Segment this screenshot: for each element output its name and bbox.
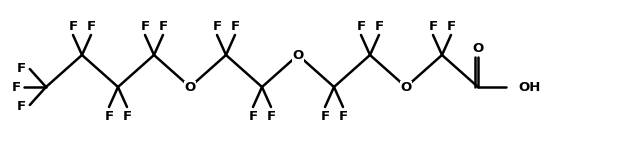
Text: O: O [401, 81, 412, 93]
Text: OH: OH [518, 81, 540, 93]
Text: F: F [17, 100, 26, 112]
Text: O: O [292, 49, 303, 61]
Text: F: F [447, 19, 456, 33]
Text: F: F [17, 61, 26, 75]
Text: F: F [266, 109, 276, 123]
Text: F: F [212, 19, 221, 33]
Text: F: F [104, 109, 113, 123]
Text: F: F [356, 19, 365, 33]
Text: F: F [248, 109, 257, 123]
Text: F: F [86, 19, 95, 33]
Text: F: F [140, 19, 150, 33]
Text: O: O [472, 41, 484, 55]
Text: O: O [184, 81, 196, 93]
Text: F: F [159, 19, 168, 33]
Text: F: F [428, 19, 438, 33]
Text: F: F [68, 19, 77, 33]
Text: F: F [321, 109, 330, 123]
Text: F: F [339, 109, 348, 123]
Text: F: F [122, 109, 132, 123]
Text: F: F [374, 19, 383, 33]
Text: F: F [12, 81, 20, 93]
Text: F: F [230, 19, 239, 33]
